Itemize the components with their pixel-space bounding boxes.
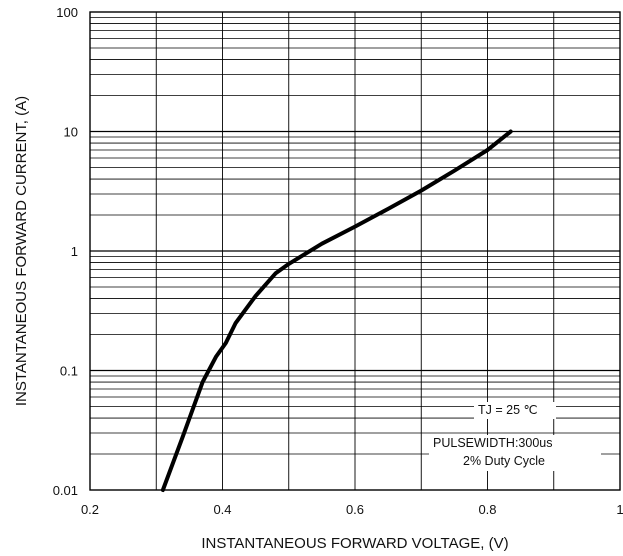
series-line-forward-current xyxy=(160,129,513,492)
x-axis-label: INSTANTANEOUS FORWARD VOLTAGE, (V) xyxy=(201,535,508,552)
plot-frame xyxy=(89,11,621,491)
annotations: TJ = 25 ℃ PULSEWIDTH:300us 2% Duty Cycle xyxy=(429,402,601,471)
annotation-background xyxy=(429,435,601,471)
y-tick-label: 100 xyxy=(56,5,78,20)
x-tick-labels: 0.2 0.4 0.6 0.8 1 xyxy=(81,502,623,517)
y-tick-label: 10 xyxy=(64,125,78,140)
x-tick-label: 0.4 xyxy=(213,502,231,517)
y-axis-label: INSTANTANEOUS FORWARD CURRENT, (A) xyxy=(13,96,30,406)
annotation-background xyxy=(474,402,556,419)
annotation-pulsewidth: PULSEWIDTH:300us xyxy=(433,436,552,450)
y-tick-label: 1 xyxy=(71,244,78,259)
annotation-tj: TJ = 25 ℃ xyxy=(478,403,538,417)
y-tick-label: 0.01 xyxy=(53,483,78,498)
grid xyxy=(90,12,620,490)
x-tick-label: 0.8 xyxy=(478,502,496,517)
annotation-duty-cycle: 2% Duty Cycle xyxy=(463,454,545,468)
y-tick-labels: 0.01 0.1 1 10 100 xyxy=(53,5,78,498)
x-tick-label: 0.2 xyxy=(81,502,99,517)
y-tick-label: 0.1 xyxy=(60,364,78,379)
x-tick-label: 1 xyxy=(616,502,623,517)
x-tick-label: 0.6 xyxy=(346,502,364,517)
